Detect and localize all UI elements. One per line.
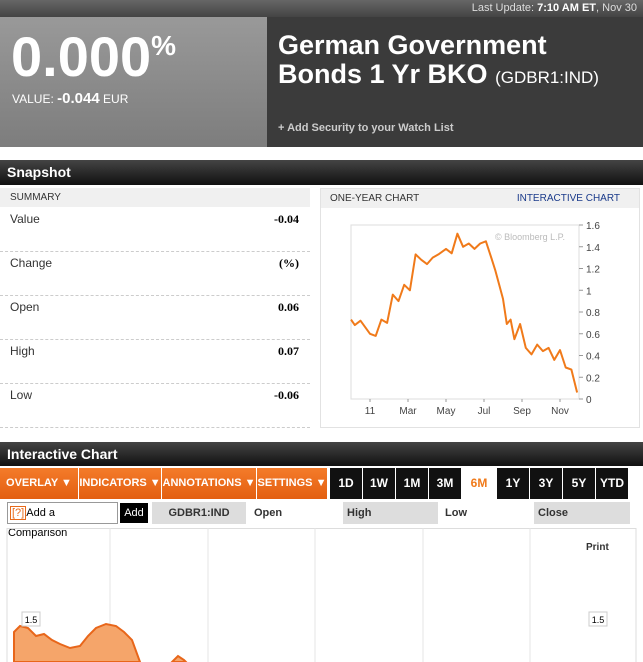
security-name: German Government Bonds 1 Yr BKO (GDBR1:… [278,31,599,92]
range-button[interactable]: 1W [363,468,395,499]
title-box: German Government Bonds 1 Yr BKO (GDBR1:… [267,17,643,147]
chart-header: ONE-YEAR CHART INTERACTIVE CHART [321,189,639,208]
y-tick-label: 1.4 [586,243,600,254]
grid [109,528,531,662]
row-label: Open [10,300,40,314]
x-tick-label: Jul [478,406,491,417]
column: Low [445,507,467,519]
range-button[interactable]: YTD [596,468,628,499]
x-tick-label: 11 [365,406,376,417]
price-line [350,232,579,393]
column: Open [254,507,283,519]
row-label: Low [10,388,33,402]
currency: EUR [103,92,129,106]
interactive-link[interactable]: INTERACTIVE CHART [516,193,620,204]
print-link[interactable]: Print [586,542,609,553]
area-preview [170,654,188,662]
date: , Nov 30 [596,2,637,14]
price-box: 0.000% VALUE: -0.044 EUR [0,17,267,147]
ticker-cell: GDBR1:IND [152,502,246,524]
range-button[interactable]: 1M [396,468,428,499]
tick-box [588,611,608,627]
menu-button[interactable]: SETTINGS ▼ [257,468,327,499]
row-label: Value [10,212,40,226]
summary-row: Open 0.06 [0,295,310,340]
section-bar: Snapshot [0,160,643,185]
x-tick-label: Nov [551,406,569,417]
y-tick-label: 0 [586,395,592,406]
range-button[interactable]: 5Y [563,468,595,499]
frame [6,528,637,662]
range-button[interactable]: 1Y [497,468,529,499]
interactive-chart: Print 1.5 1.5 [6,528,637,662]
ticker: (GDBR1:IND) [495,68,599,87]
row-value: -0.04 [274,212,299,226]
watchlist-link[interactable]: + Add Security to your Watch List [278,122,454,134]
range-button[interactable]: 1D [330,468,362,499]
summary-row: Change (%) [0,251,310,296]
y-tick-label: 1.5 [592,615,605,625]
row-value: 0.06 [278,300,299,314]
value-label: VALUE: [12,92,54,106]
summary-row: Low -0.06 [0,383,310,428]
add-button[interactable]: Add [120,503,148,523]
range-button[interactable]: 3M [429,468,461,499]
top-bar: Last Update: 7:10 AM ET, Nov 30 [0,0,643,17]
chart-title: ONE-YEAR CHART [330,193,420,204]
menu-button[interactable]: ANNOTATIONS ▼ [162,468,256,499]
y-tick-label: 0.4 [586,352,600,363]
last-update: Last Update: 7:10 AM ET, Nov 30 [472,2,637,14]
name-line: Bonds 1 Yr BKO (GDBR1:IND) [278,60,599,92]
range-button[interactable]: 6M [463,468,495,499]
label: Last Update: [471,2,535,14]
row-value: -0.06 [274,388,299,402]
y-tick-label: 1.6 [586,221,600,232]
price: 0.000% [11,29,176,85]
summary-header: SUMMARY [0,188,310,207]
comparison-input[interactable]: [?] Add a Comparison [7,502,118,539]
value-line: VALUE: -0.044 EUR [12,90,128,107]
x-tick-label: Sep [513,406,531,417]
y-tick-label: 0.2 [586,373,600,384]
watermark: © Bloomberg L.P. [495,232,565,242]
summary-row: Value -0.04 [0,207,310,252]
chart-panel: ONE-YEAR CHART INTERACTIVE CHART [320,188,640,428]
name-line: German Government [278,30,547,60]
menu-button[interactable]: INDICATORS ▼ [79,468,161,499]
tick-box [21,611,41,627]
menu-button[interactable]: OVERLAY ▼ [0,468,78,499]
section-bar: Interactive Chart [0,442,643,466]
row-label: Change [10,256,53,270]
x-tick-label: Mar [399,406,417,417]
row-label: High [10,344,35,358]
value: -0.044 [57,90,100,107]
y-tick-label: 0.8 [586,308,600,319]
x-tick-label: May [437,406,456,417]
placeholder: Add a Comparison [8,507,68,539]
row-value: 0.07 [278,344,299,358]
column: Close [534,502,630,524]
range-button[interactable]: 3Y [530,468,562,499]
help[interactable]: [?] [10,506,27,520]
time: 7:10 AM ET [537,2,597,14]
y-tick-label: 1 [586,286,592,297]
summary-row: High 0.07 [0,339,310,384]
price-unit: % [151,30,177,61]
area-preview [13,622,142,662]
price-value: 0.000 [11,25,152,88]
name: Bonds 1 Yr BKO [278,59,488,89]
column: High [343,502,438,524]
row-value: (%) [279,256,299,270]
y-tick-label: 0.6 [586,330,600,341]
plot-frame [350,224,580,400]
y-tick-label: 1.5 [25,615,38,625]
y-tick-label: 1.2 [586,265,600,276]
